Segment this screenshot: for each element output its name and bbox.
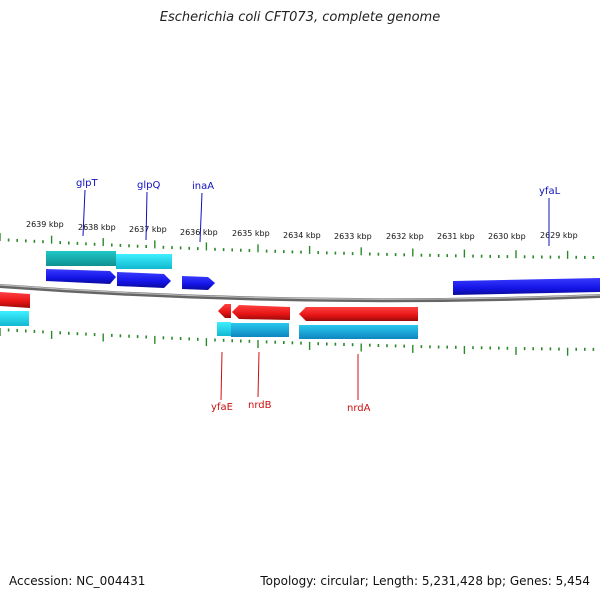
scale-label: 2630 kbp [488,232,526,241]
label-leader [257,351,260,398]
cds-track-reverse [0,311,418,339]
genome-info-text: Topology: circular; Length: 5,231,428 bp… [260,574,590,588]
gene-label-nrdB[interactable]: nrdB [248,400,272,411]
cds-feature[interactable] [116,254,172,269]
gene-arrow-nrdA[interactable] [299,307,418,321]
scale-label: 2631 kbp [437,232,475,241]
gene-label-glpT[interactable]: glpT [76,178,98,189]
scale-label: 2632 kbp [386,232,424,241]
scale-label: 2633 kbp [334,232,372,241]
scale-ticks-bottom [0,328,595,356]
cds-feature[interactable] [217,322,231,336]
bottom-gene-labels: yfaE nrdB nrdA [211,351,371,414]
label-leader [82,189,86,237]
gene-arrow-nrdB[interactable] [232,305,290,320]
gene-label-glpQ[interactable]: glpQ [137,180,160,191]
genome-backbone [0,284,600,303]
cds-feature[interactable] [299,325,418,339]
cds-feature[interactable] [0,311,29,326]
cds-feature[interactable] [231,323,289,337]
gene-arrow-left-edge[interactable] [0,292,30,308]
gene-label-yfaE[interactable]: yfaE [211,402,233,413]
gene-label-yfaL[interactable]: yfaL [539,186,561,197]
label-leader [220,351,223,401]
gene-label-nrdA[interactable]: nrdA [347,403,371,414]
scale-labels: 2639 kbp 2638 kbp 2637 kbp 2636 kbp 2635… [26,220,578,241]
accession-text: Accession: NC_004431 [9,574,146,588]
scale-ticks-top [0,233,595,259]
scale-label: 2639 kbp [26,220,64,229]
scale-label: 2635 kbp [232,229,270,238]
label-leader [145,191,148,241]
gene-arrow-yfaL[interactable] [453,278,600,295]
reverse-genes [0,292,418,321]
gene-label-inaA[interactable]: inaA [192,181,214,192]
top-gene-labels: glpT glpQ inaA yfaL [76,178,561,246]
scale-label: 2637 kbp [129,225,167,234]
gene-arrow-yfaE[interactable] [218,304,231,318]
label-leader [199,192,203,243]
cds-track-forward [46,251,172,269]
gene-arrow-glpT[interactable] [46,269,116,284]
genome-backbone-highlight [0,284,600,300]
scale-label: 2638 kbp [78,223,116,232]
scale-label: 2636 kbp [180,228,218,237]
scale-label: 2629 kbp [540,231,578,240]
forward-genes [46,269,600,295]
scale-label: 2634 kbp [283,231,321,240]
gene-arrow-inaA[interactable] [182,276,215,290]
cds-feature[interactable] [46,251,116,266]
page-title: Escherichia coli CFT073, complete genome [159,10,441,25]
gene-arrow-glpQ[interactable] [117,272,171,288]
